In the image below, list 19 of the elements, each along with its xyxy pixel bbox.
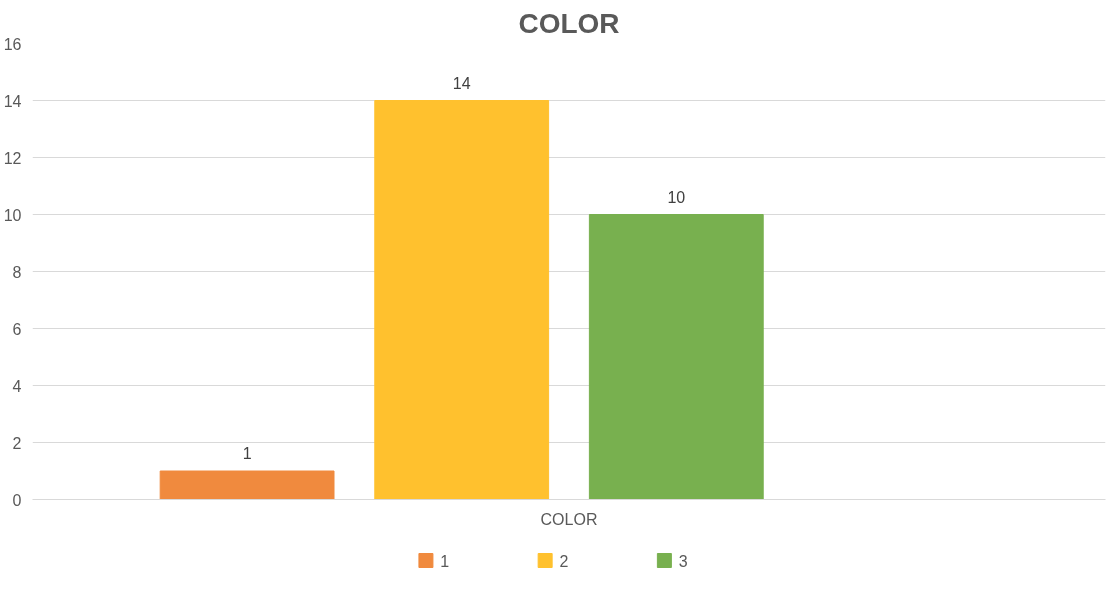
y-tick-label: 6 <box>12 320 22 338</box>
data-label: 10 <box>667 188 686 206</box>
legend-label: 3 <box>678 552 688 570</box>
y-tick-label: 0 <box>12 491 22 509</box>
data-label: 14 <box>452 74 471 92</box>
y-tick-label: 4 <box>12 377 22 395</box>
y-tick-label: 12 <box>3 149 22 167</box>
bar <box>374 100 550 500</box>
data-label: 1 <box>242 445 252 462</box>
legend-label: 2 <box>559 552 569 570</box>
y-tick-label: 14 <box>3 92 22 110</box>
bar <box>159 470 335 500</box>
y-tick-label: 2 <box>12 434 22 452</box>
y-tick-label: 10 <box>3 206 22 224</box>
y-tick-label: 8 <box>12 263 22 281</box>
bar <box>588 214 764 500</box>
y-tick-label: 16 <box>3 35 22 53</box>
chart-title: COLOR <box>518 7 620 39</box>
legend-label: 1 <box>440 552 450 570</box>
